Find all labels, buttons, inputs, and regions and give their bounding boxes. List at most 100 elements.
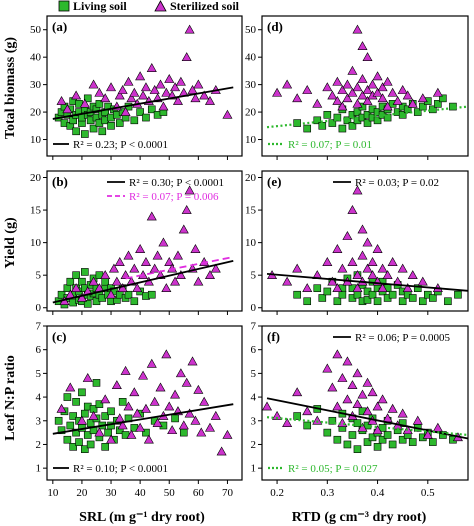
y-tick-label: 5 <box>36 270 42 282</box>
living-point <box>318 122 327 130</box>
living-point <box>398 297 407 306</box>
living-point <box>171 414 179 423</box>
living-point <box>318 294 327 302</box>
sterilized-point <box>342 79 353 89</box>
panel-label: (f) <box>267 329 280 344</box>
x-tick-label: 60 <box>193 487 205 499</box>
sterilized-point <box>204 422 215 432</box>
living-point <box>383 431 392 439</box>
sterilized-point <box>417 276 428 286</box>
living-point <box>130 297 139 306</box>
sterilized-point <box>332 401 343 411</box>
living-point <box>439 94 447 103</box>
sterilized-point <box>187 356 198 366</box>
living-point <box>89 124 98 133</box>
sterilized-point <box>347 380 358 390</box>
fit-line <box>52 86 234 120</box>
sterilized-point <box>88 410 99 420</box>
sterilized-point <box>347 204 358 214</box>
sterilized-point <box>397 85 408 94</box>
sterilized-point <box>342 231 353 240</box>
living-point <box>353 108 362 116</box>
sterilized-point <box>362 52 373 61</box>
sterilized-point <box>382 76 393 86</box>
sterilized-point <box>382 101 393 111</box>
y-tick-label: 5 <box>36 368 42 380</box>
sterilized-point <box>272 87 283 97</box>
living-point <box>83 300 92 308</box>
sterilized-point <box>337 101 348 111</box>
sterilized-point <box>332 244 343 253</box>
sterilized-point <box>372 244 383 253</box>
sterilized-point <box>362 95 373 105</box>
sterilized-point <box>175 270 186 279</box>
sterilized-point <box>158 101 169 111</box>
y-tick-label: 30 <box>245 79 257 91</box>
sterilized-point <box>158 237 169 247</box>
sterilized-point <box>155 79 166 89</box>
sterilized-point <box>155 382 166 392</box>
sterilized-point <box>184 24 195 34</box>
y-tick-label: 1 <box>36 463 42 475</box>
y-tick-label: 20 <box>30 107 42 119</box>
sterilized-point <box>193 276 204 286</box>
panel-c: 1 2 3 4 5 6 7 10 20 30 40 50 60 70 (c) R² = 0.10; P < 0… <box>36 321 243 499</box>
sterilized-point <box>135 71 146 81</box>
living-point <box>338 290 347 299</box>
sterilized-point <box>193 79 204 89</box>
living-point <box>313 284 322 293</box>
y-tick-label: 15 <box>245 205 257 217</box>
living-point <box>373 116 382 125</box>
sterilized-point <box>357 250 368 260</box>
fit-line <box>266 272 469 292</box>
living-point <box>429 294 437 302</box>
sterilized-point <box>135 244 146 253</box>
sterilized-point <box>71 90 82 100</box>
sterilized-point <box>100 270 111 279</box>
sterilized-point <box>111 276 122 286</box>
panel-label: (b) <box>52 174 68 189</box>
annotation-text: R² = 0.07; P = 0.01 <box>288 139 372 151</box>
y-tick-label: 2 <box>251 439 257 451</box>
sterilized-point <box>164 257 175 266</box>
sterilized-point <box>184 408 195 418</box>
living-point <box>353 290 362 299</box>
sterilized-point <box>190 244 201 253</box>
living-point <box>328 119 337 127</box>
living-point <box>107 407 115 416</box>
sterilized-point <box>367 257 378 266</box>
living-point <box>343 440 352 449</box>
living-point <box>72 398 80 406</box>
living-point <box>78 388 86 397</box>
living-point <box>95 400 104 408</box>
sterilized-point <box>327 382 338 392</box>
sterilized-point <box>132 408 143 418</box>
living-point <box>383 113 392 122</box>
sterilized-point <box>362 85 373 94</box>
sterilized-point <box>302 283 313 293</box>
sterilized-point <box>170 389 181 399</box>
sterilized-point <box>175 76 186 86</box>
annotation-text: R² = 0.06; P = 0.0005 <box>355 332 451 344</box>
panel-a: 10 20 30 40 50 (a) R² = 0.23; P < 0.0001 <box>30 15 243 160</box>
sterilized-point <box>129 387 140 397</box>
sterilized-point <box>82 373 93 382</box>
sterilized-point <box>164 74 175 83</box>
y-tick-label: 7 <box>251 321 257 333</box>
annotation-text: R² = 0.30; P < 0.0001 <box>129 177 224 189</box>
sterilized-point <box>292 93 303 103</box>
living-point <box>444 297 452 306</box>
sterilized-point <box>312 98 323 108</box>
sterilized-point <box>71 283 82 293</box>
sterilized-point <box>100 394 111 404</box>
sterilized-point <box>181 52 192 61</box>
living-point <box>147 290 156 299</box>
annotation-text: R² = 0.23; P < 0.0001 <box>73 139 168 151</box>
living-point <box>69 412 77 420</box>
sterilized-point <box>332 76 343 86</box>
living-point <box>398 435 407 444</box>
sterilized-point <box>412 415 423 425</box>
y-tick-label: 40 <box>30 52 42 64</box>
living-point <box>293 412 301 420</box>
sterilized-point <box>138 370 149 380</box>
